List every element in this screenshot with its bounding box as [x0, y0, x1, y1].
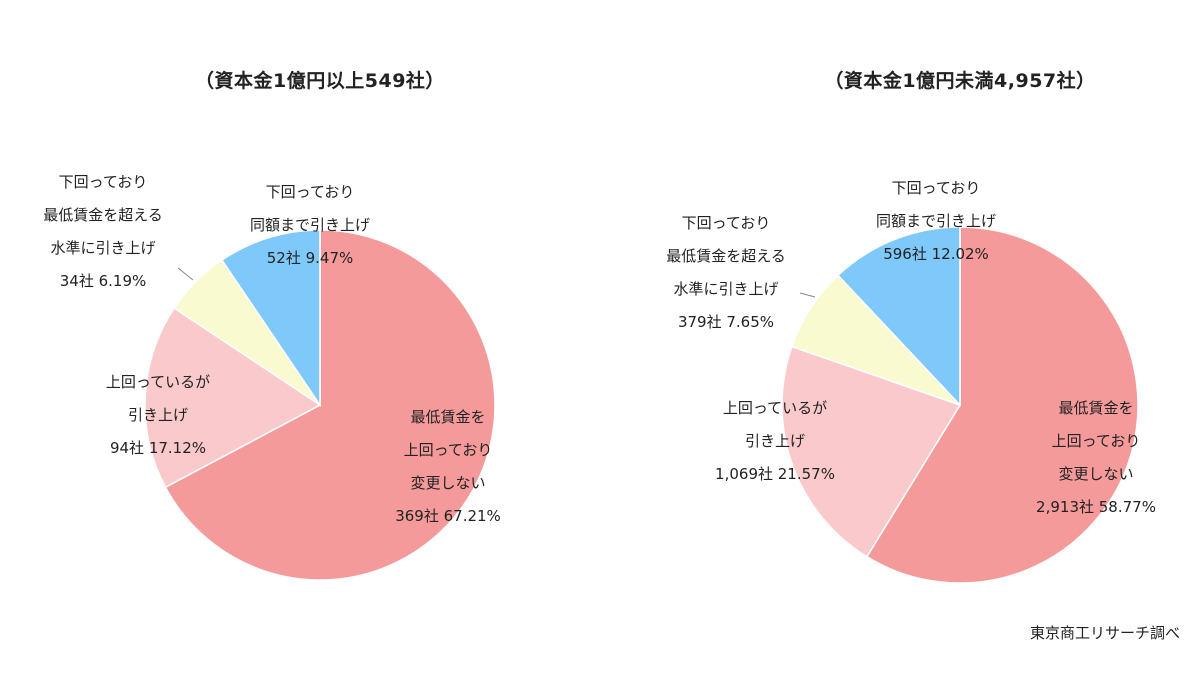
- pie-1-slice-3: [836, 226, 961, 407]
- pie-0-slice-0-label-line-1: 上回っており: [404, 441, 493, 459]
- pie-0-slice-2-label-line-1: 最低賃金を超える: [43, 206, 163, 224]
- pie-0-slice-2-label-line-2: 水準に引き上げ: [50, 239, 155, 257]
- pie-0-leader-line: [177, 267, 194, 281]
- pie-1-slice-1-label-line-1: 引き上げ: [745, 432, 805, 450]
- pie-0-slice-1-value: 94社 17.12%: [110, 439, 206, 457]
- pie-1-slice-0-label-line-2: 変更しない: [1058, 465, 1133, 483]
- pie-0-slice-0: [164, 229, 496, 581]
- pie-1-leader-line: [799, 292, 816, 298]
- chart-title-large-companies: （資本金1億円以上549社）: [195, 70, 445, 92]
- pie-1-slice-3-value: 596社 12.02%: [883, 245, 989, 263]
- pie-1-slice-2-value: 379社 7.65%: [678, 313, 774, 331]
- pie-1-slice-1: [781, 345, 962, 558]
- pie-0-slice-1: [144, 307, 322, 489]
- pie-0-slice-3-label-line-1: 同額まで引き上げ: [250, 216, 370, 234]
- pie-1-slice-0: [865, 226, 1139, 584]
- pie-1-slice-2-label-line-2: 水準に引き上げ: [673, 280, 778, 298]
- chart-title-small-companies: （資本金1億円未満4,957社）: [824, 70, 1096, 92]
- pie-1-slice-2-label-line-0: 下回っており: [682, 214, 771, 232]
- pie-0-slice-3-value: 52社 9.47%: [267, 249, 354, 267]
- pie-1-slice-0-label-line-0: 最低賃金を: [1058, 399, 1133, 417]
- pie-0-slice-0-value: 369社 67.21%: [395, 507, 501, 525]
- pie-0-slice-2-label-line-0: 下回っており: [59, 173, 148, 191]
- pie-0-slice-1-label-line-1: 引き上げ: [128, 406, 188, 424]
- pie-1-slice-1-value: 1,069社 21.57%: [715, 465, 835, 483]
- pie-1-slice-0-label-line-1: 上回っており: [1052, 432, 1141, 450]
- pie-1-slice-3-label-line-1: 同額まで引き上げ: [876, 212, 996, 230]
- pie-1-slice-0-value: 2,913社 58.77%: [1036, 498, 1156, 516]
- pie-1-slice-3-label-line-0: 下回っており: [892, 179, 981, 197]
- pie-0-slice-3-label-line-0: 下回っており: [266, 183, 355, 201]
- pie-1-slice-1-label-line-0: 上回っているが: [723, 399, 827, 417]
- pie-1-slice-2-label-line-1: 最低賃金を超える: [666, 247, 786, 265]
- source-credit: 東京商工リサーチ調べ: [1029, 624, 1180, 642]
- pie-0-slice-0-label-line-0: 最低賃金を: [410, 408, 485, 426]
- pie-0-slice-3: [220, 229, 321, 408]
- pie-0-slice-1-label-line-0: 上回っているが: [106, 373, 210, 391]
- pie-0-slice-0-label-line-2: 変更しない: [410, 474, 485, 492]
- pie-0-slice-2-value: 34社 6.19%: [60, 272, 147, 290]
